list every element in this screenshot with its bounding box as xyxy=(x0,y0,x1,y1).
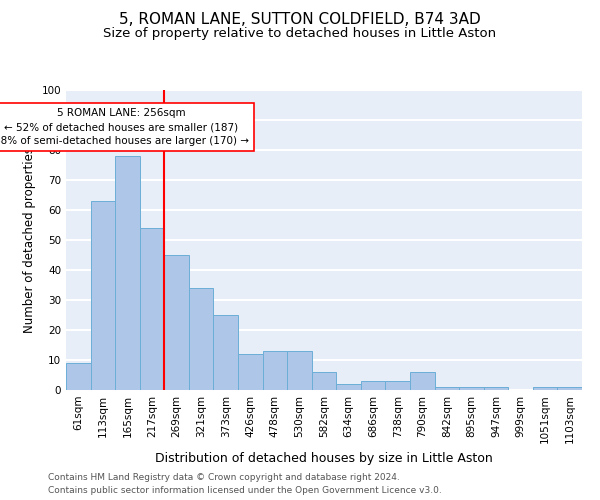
Bar xyxy=(459,387,484,390)
Text: 5 ROMAN LANE: 256sqm
← 52% of detached houses are smaller (187)
48% of semi-deta: 5 ROMAN LANE: 256sqm ← 52% of detached h… xyxy=(0,108,249,146)
Bar xyxy=(238,354,263,390)
Bar xyxy=(434,387,459,390)
Bar xyxy=(287,351,312,390)
Bar xyxy=(312,372,336,390)
Bar xyxy=(410,372,434,390)
X-axis label: Distribution of detached houses by size in Little Aston: Distribution of detached houses by size … xyxy=(155,452,493,465)
Bar xyxy=(189,288,214,390)
Text: Contains HM Land Registry data © Crown copyright and database right 2024.: Contains HM Land Registry data © Crown c… xyxy=(48,474,400,482)
Bar xyxy=(533,387,557,390)
Bar xyxy=(214,315,238,390)
Y-axis label: Number of detached properties: Number of detached properties xyxy=(23,147,36,333)
Bar xyxy=(164,255,189,390)
Bar xyxy=(336,384,361,390)
Bar xyxy=(115,156,140,390)
Bar xyxy=(557,387,582,390)
Text: 5, ROMAN LANE, SUTTON COLDFIELD, B74 3AD: 5, ROMAN LANE, SUTTON COLDFIELD, B74 3AD xyxy=(119,12,481,28)
Bar xyxy=(66,363,91,390)
Bar xyxy=(385,381,410,390)
Bar xyxy=(91,201,115,390)
Bar xyxy=(140,228,164,390)
Text: Size of property relative to detached houses in Little Aston: Size of property relative to detached ho… xyxy=(103,28,497,40)
Bar xyxy=(263,351,287,390)
Bar xyxy=(484,387,508,390)
Bar xyxy=(361,381,385,390)
Text: Contains public sector information licensed under the Open Government Licence v3: Contains public sector information licen… xyxy=(48,486,442,495)
